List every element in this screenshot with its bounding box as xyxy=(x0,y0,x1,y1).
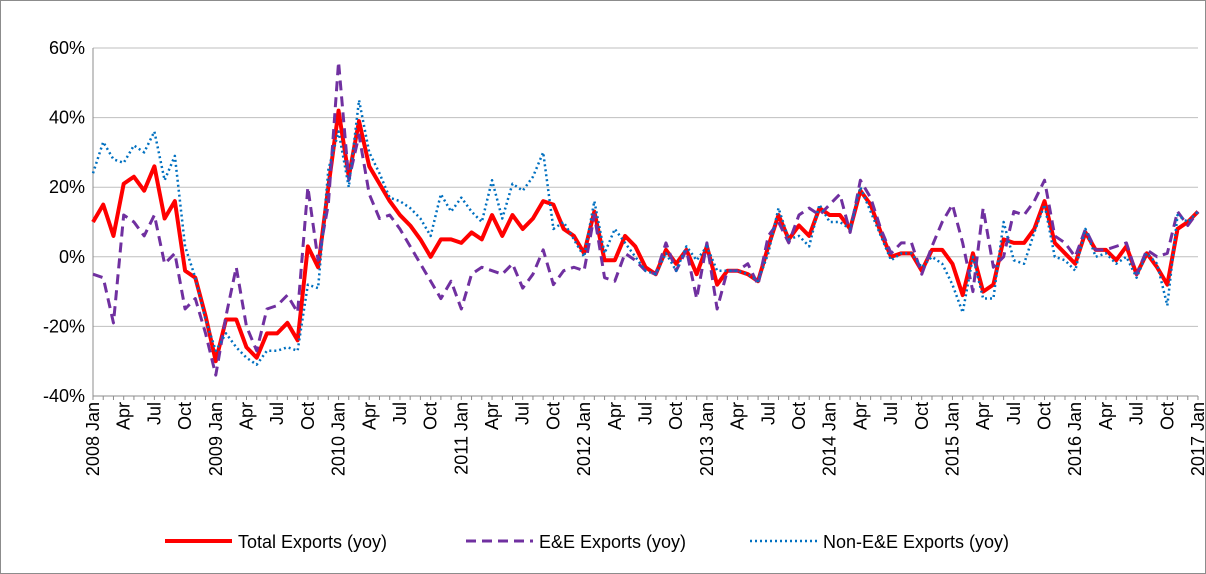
x-tick-label: Jul xyxy=(267,402,287,425)
x-tick-label: Apr xyxy=(114,402,134,430)
y-tick-label: 20% xyxy=(49,177,85,197)
x-tick-label: Apr xyxy=(605,402,625,430)
x-tick-label: Oct xyxy=(789,402,809,430)
x-tick-label: 2017 Jan xyxy=(1188,402,1206,476)
x-tick-label: 2010 Jan xyxy=(329,402,349,476)
legend-label: Total Exports (yoy) xyxy=(238,532,387,552)
x-tick-label: Jul xyxy=(513,402,533,425)
x-tick-label: Oct xyxy=(666,402,686,430)
x-tick-label: Jul xyxy=(758,402,778,425)
y-tick-label: -40% xyxy=(43,386,85,406)
x-tick-label: Jul xyxy=(1004,402,1024,425)
x-tick-label: 2015 Jan xyxy=(942,402,962,476)
x-tick-label: Oct xyxy=(298,402,318,430)
x-tick-label: Oct xyxy=(175,402,195,430)
x-tick-label: Jul xyxy=(1127,402,1147,425)
series-line xyxy=(91,98,1199,366)
x-tick-label: Jul xyxy=(390,402,410,425)
x-tick-label: Apr xyxy=(850,402,870,430)
x-tick-label: 2016 Jan xyxy=(1065,402,1085,476)
x-tick-label: 2014 Jan xyxy=(820,402,840,476)
x-tick-label: 2011 Jan xyxy=(451,402,471,475)
series-line xyxy=(91,108,1200,364)
x-tick-label: Jul xyxy=(636,402,656,425)
x-tick-label: Oct xyxy=(543,402,563,430)
x-tick-label: Apr xyxy=(482,402,502,430)
y-tick-label: 0% xyxy=(59,247,85,267)
y-tick-label: 60% xyxy=(49,38,85,58)
legend-label: E&E Exports (yoy) xyxy=(539,532,686,552)
x-tick-label: 2009 Jan xyxy=(206,402,226,476)
x-tick-label: 2008 Jan xyxy=(83,402,103,476)
x-tick-label: Oct xyxy=(1035,402,1055,430)
x-tick-label: Jul xyxy=(144,402,164,425)
x-tick-label: Oct xyxy=(1157,402,1177,430)
x-tick-label: Apr xyxy=(973,402,993,430)
legend-label: Non-E&E Exports (yoy) xyxy=(823,532,1009,552)
x-tick-label: Oct xyxy=(912,402,932,430)
y-tick-label: 40% xyxy=(49,108,85,128)
x-tick-label: 2012 Jan xyxy=(574,402,594,476)
x-tick-label: Apr xyxy=(236,402,256,430)
x-tick-label: Apr xyxy=(359,402,379,430)
y-tick-label: -20% xyxy=(43,316,85,336)
x-tick-label: Apr xyxy=(1096,402,1116,430)
x-tick-label: 2013 Jan xyxy=(697,402,717,476)
x-tick-label: Apr xyxy=(728,402,748,430)
x-tick-label: Jul xyxy=(881,402,901,425)
x-tick-label: Oct xyxy=(421,402,441,430)
